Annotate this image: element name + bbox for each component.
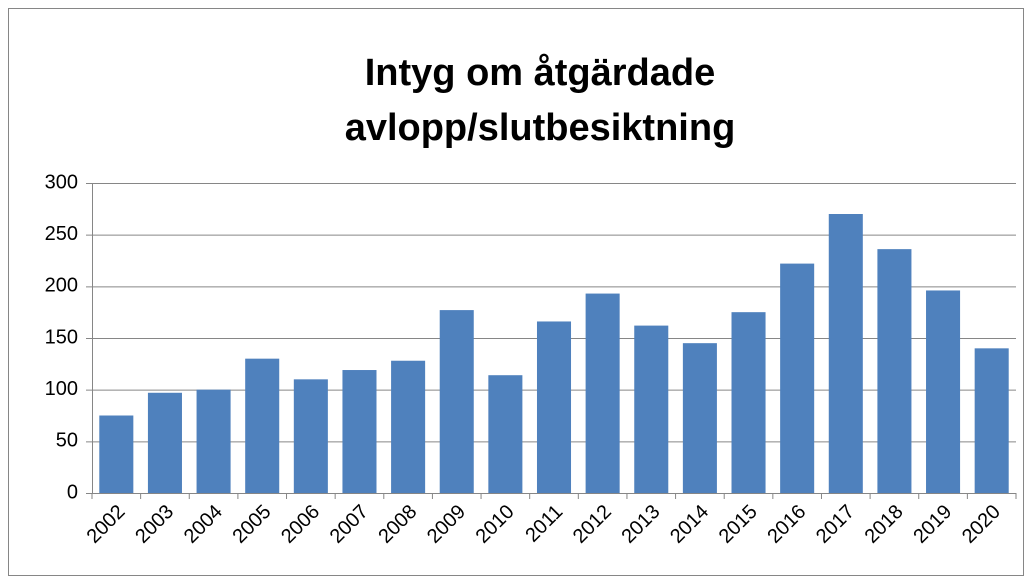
y-tick-label: 150	[45, 326, 78, 348]
bar	[536, 321, 572, 493]
y-tick-label: 100	[45, 378, 78, 400]
bar	[439, 310, 474, 493]
bar	[974, 348, 1009, 493]
bar	[634, 325, 669, 493]
bar	[147, 392, 182, 493]
bar	[196, 389, 231, 493]
bar	[731, 312, 766, 493]
bar	[682, 343, 717, 493]
y-tick-label: 0	[67, 481, 78, 503]
y-tick-label: 50	[56, 430, 78, 452]
chart-title: avlopp/slutbesiktning	[345, 107, 736, 149]
bar	[926, 290, 961, 493]
bar	[877, 249, 912, 493]
bar	[99, 415, 134, 493]
bar	[780, 263, 815, 493]
chart-title: Intyg om åtgärdade	[365, 52, 716, 94]
bar	[342, 370, 377, 493]
bar	[828, 214, 863, 493]
bar	[293, 379, 328, 493]
y-tick-label: 200	[45, 275, 78, 297]
y-tick-label: 300	[45, 171, 78, 193]
bar	[585, 293, 620, 493]
bar	[245, 358, 280, 493]
y-tick-label: 250	[45, 223, 78, 245]
bar	[391, 360, 426, 493]
bar	[488, 375, 523, 493]
